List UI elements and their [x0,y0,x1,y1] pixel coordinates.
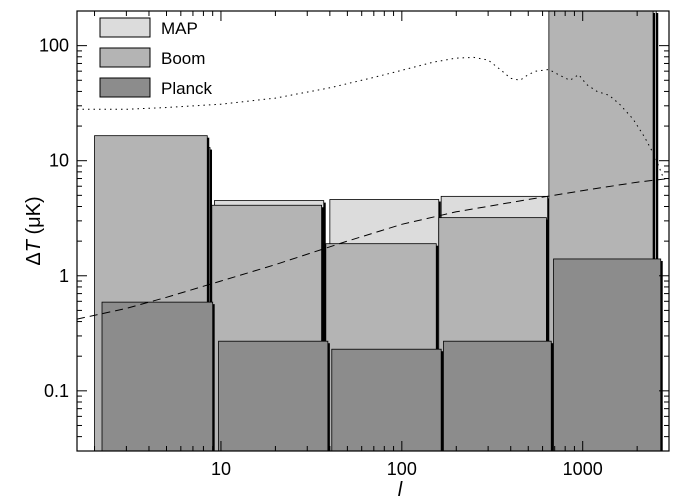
x-tick-label: 1000 [563,459,603,479]
tick-labels-layer: 10 100 1000 0.1 1 10 100 [39,36,603,479]
x-tick-label: 10 [211,459,231,479]
planck-bar-4 [553,258,662,451]
legend-swatch-map [99,17,151,38]
planck-bar-0 [101,301,214,451]
planck-bar-3 [443,340,552,451]
legend: MAP Boom Planck [99,17,213,98]
y-axis-unit: (μK) [23,196,45,240]
y-tick-label: 100 [39,36,69,56]
y-axis-title: ΔT (μK) [23,196,45,265]
y-tick-label: 10 [49,151,69,171]
plot-frame [76,10,670,452]
legend-label-boom: Boom [161,49,205,68]
y-axis-var: T [23,238,45,252]
y-tick-label: 0.1 [44,381,69,401]
y-axis-delta: Δ [23,252,45,265]
x-tick-label: 100 [387,459,417,479]
legend-swatch-planck [99,77,151,98]
y-tick-label: 1 [59,266,69,286]
ticks-layer [77,10,670,452]
legend-label-map: MAP [161,19,198,38]
x-axis-title: l [398,479,403,499]
legend-swatch-boom [99,47,151,68]
planck-bar-1 [218,340,329,451]
legend-label-planck: Planck [161,79,213,98]
dashed-curve [77,178,669,320]
curves-layer [77,56,669,320]
bars-layer [94,11,663,451]
planck-bar-2 [331,348,442,451]
